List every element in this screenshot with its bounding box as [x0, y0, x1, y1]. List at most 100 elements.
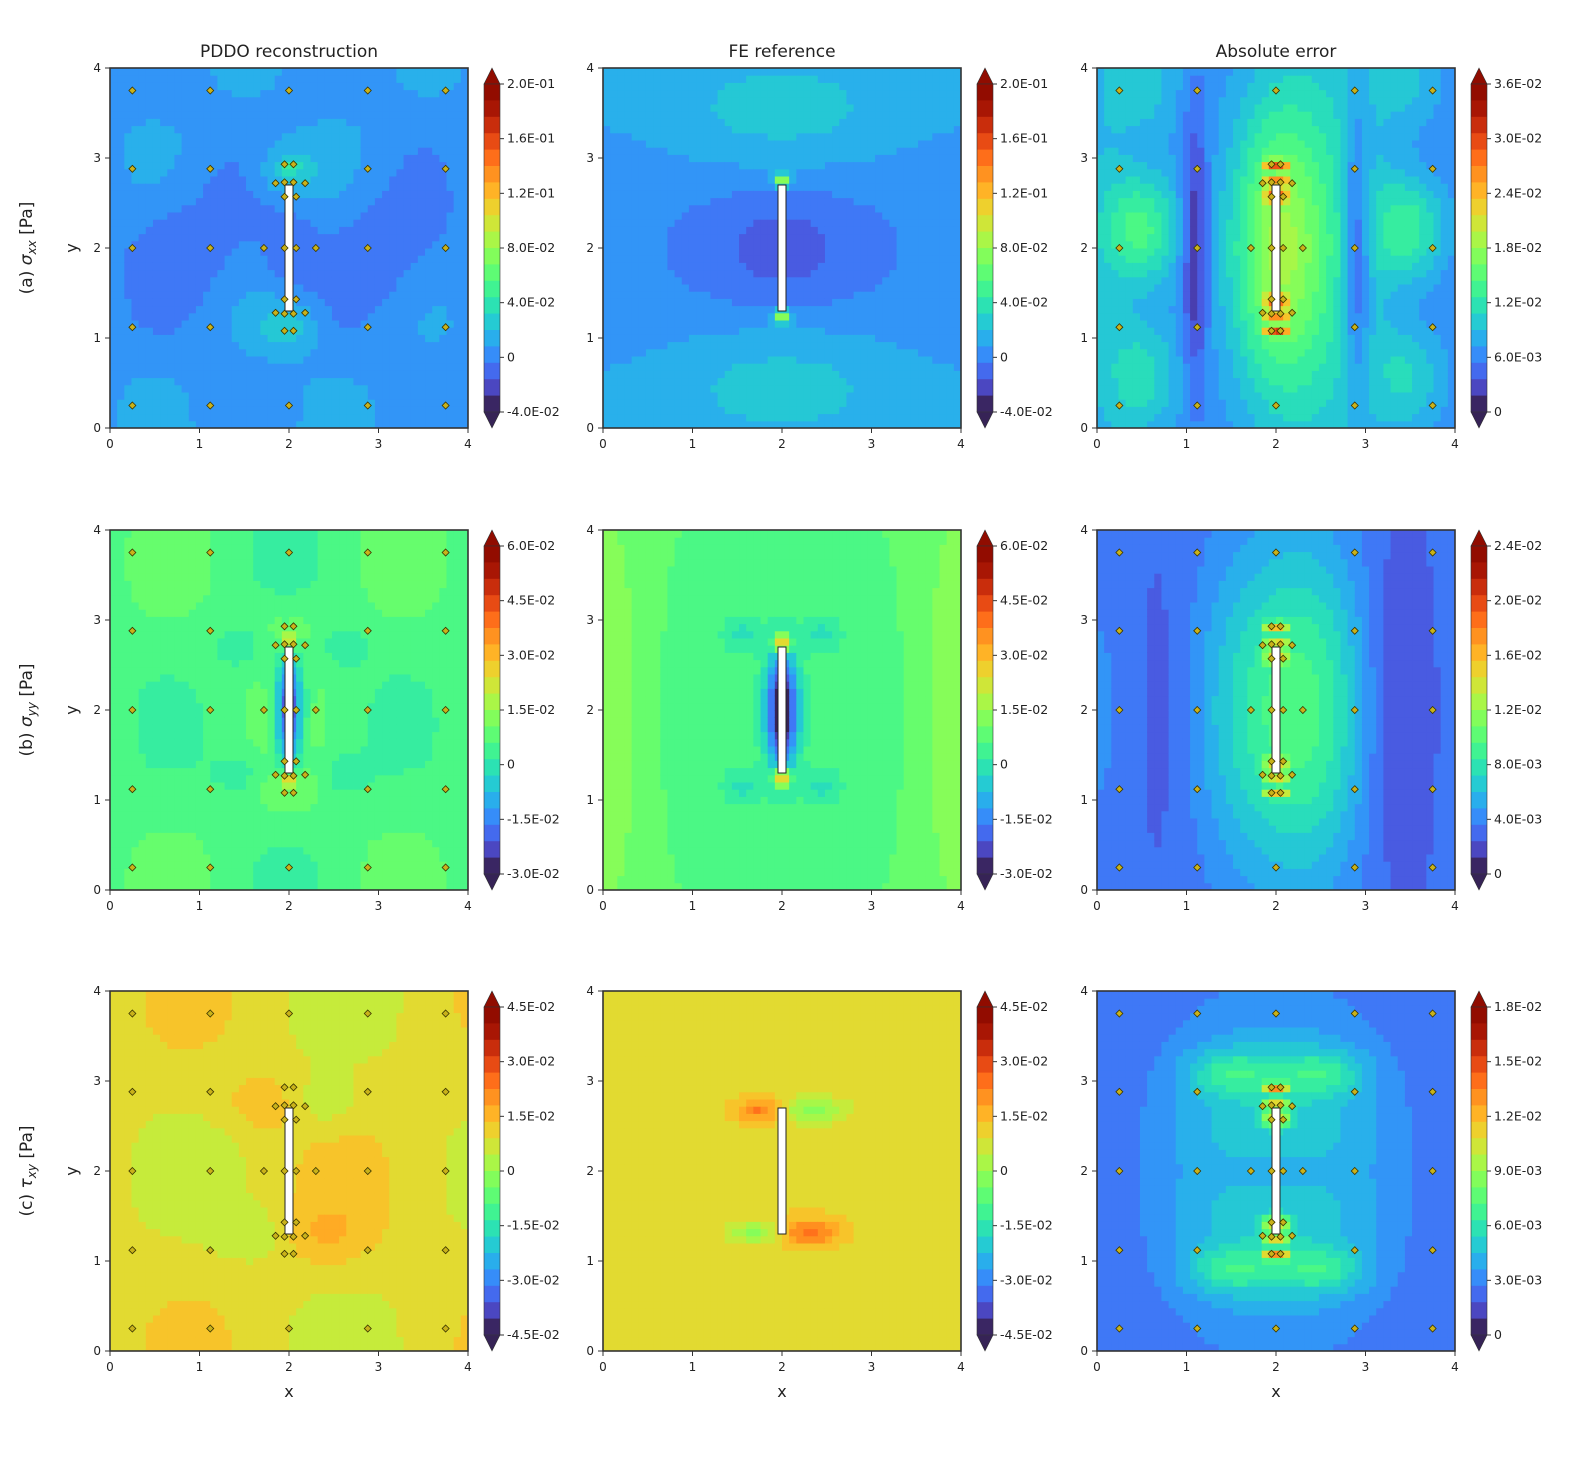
- heatmap-cell: [260, 255, 268, 263]
- heatmap-cell: [868, 90, 876, 98]
- heatmap-cell: [260, 183, 268, 191]
- heatmap-cell: [653, 298, 661, 306]
- heatmap-cell: [353, 154, 361, 162]
- heatmap-cell: [167, 126, 175, 134]
- heatmap-cell: [875, 205, 883, 213]
- heatmap-cell: [332, 370, 340, 378]
- heatmap-cell: [682, 298, 690, 306]
- heatmap-cell: [940, 262, 948, 270]
- heatmap-cell: [160, 349, 168, 357]
- heatmap-cell: [153, 111, 161, 119]
- heatmap-cell: [332, 205, 340, 213]
- heatmap-cell: [332, 262, 340, 270]
- heatmap-cell: [854, 234, 862, 242]
- heatmap-cell: [904, 284, 912, 292]
- heatmap-cell: [432, 255, 440, 263]
- x-tick-label: 2: [285, 437, 293, 451]
- heatmap-cell: [746, 183, 754, 191]
- heatmap-cell: [732, 219, 740, 227]
- heatmap-cell: [117, 306, 125, 314]
- heatmap-cell: [746, 370, 754, 378]
- heatmap-cell: [725, 313, 733, 321]
- heatmap-cell: [796, 277, 804, 285]
- heatmap-cell: [210, 334, 218, 342]
- heatmap-cell: [911, 378, 919, 386]
- heatmap-cell: [696, 234, 704, 242]
- heatmap-cell: [639, 320, 647, 328]
- heatmap-cell: [732, 399, 740, 407]
- heatmap-cell: [932, 356, 940, 364]
- heatmap-cell: [918, 154, 926, 162]
- heatmap-cell: [718, 262, 726, 270]
- heatmap-cell: [282, 75, 290, 83]
- heatmap-cell: [667, 277, 675, 285]
- heatmap-cell: [818, 190, 826, 198]
- heatmap-cell: [710, 298, 718, 306]
- heatmap-cell: [775, 406, 783, 414]
- heatmap-cell: [425, 248, 433, 256]
- heatmap-cell: [389, 342, 397, 350]
- heatmap-cell: [368, 385, 376, 393]
- heatmap-cell: [217, 298, 225, 306]
- heatmap-cell: [675, 190, 683, 198]
- heatmap-cell: [325, 370, 333, 378]
- heatmap-cell: [897, 349, 905, 357]
- heatmap-cell: [940, 370, 948, 378]
- heatmap-cell: [189, 190, 197, 198]
- heatmap-cell: [246, 306, 254, 314]
- heatmap-cell: [718, 284, 726, 292]
- heatmap-cell: [803, 291, 811, 299]
- heatmap-cell: [739, 111, 747, 119]
- heatmap-cell: [296, 75, 304, 83]
- heatmap-cell: [389, 262, 397, 270]
- heatmap-cell: [861, 198, 869, 206]
- heatmap-cell: [217, 97, 225, 105]
- heatmap-cell: [425, 162, 433, 170]
- heatmap-cell: [653, 306, 661, 314]
- heatmap-cell: [639, 190, 647, 198]
- heatmap-cell: [718, 385, 726, 393]
- heatmap-cell: [425, 219, 433, 227]
- heatmap-cell: [275, 378, 283, 386]
- heatmap-cell: [925, 133, 933, 141]
- heatmap-cell: [447, 226, 455, 234]
- heatmap-cell: [396, 399, 404, 407]
- heatmap-cell: [425, 190, 433, 198]
- heatmap-cell: [610, 190, 618, 198]
- heatmap-cell: [139, 111, 147, 119]
- heatmap-cell: [846, 342, 854, 350]
- heatmap-cell: [718, 126, 726, 134]
- heatmap-cell: [124, 334, 132, 342]
- heatmap-cell: [632, 291, 640, 299]
- heatmap-cell: [110, 234, 118, 242]
- heatmap-cell: [447, 118, 455, 126]
- heatmap-cell: [447, 370, 455, 378]
- heatmap-cell: [854, 378, 862, 386]
- heatmap-cell: [268, 399, 276, 407]
- heatmap-cell: [811, 262, 819, 270]
- heatmap-cell: [189, 205, 197, 213]
- heatmap-cell: [160, 234, 168, 242]
- heatmap-cell: [696, 219, 704, 227]
- heatmap-cell: [146, 205, 154, 213]
- heatmap-cell: [775, 82, 783, 90]
- heatmap-cell: [275, 212, 283, 220]
- heatmap-cell: [796, 392, 804, 400]
- heatmap-cell: [189, 406, 197, 414]
- heatmap-cell: [746, 97, 754, 105]
- heatmap-cell: [425, 104, 433, 112]
- heatmap-cell: [174, 255, 182, 263]
- heatmap-cell: [682, 219, 690, 227]
- heatmap-cell: [610, 75, 618, 83]
- heatmap-cell: [174, 385, 182, 393]
- heatmap-cell: [875, 298, 883, 306]
- heatmap-cell: [861, 306, 869, 314]
- heatmap-cell: [411, 378, 419, 386]
- heatmap-cell: [710, 270, 718, 278]
- heatmap-cell: [117, 133, 125, 141]
- heatmap-cell: [174, 75, 182, 83]
- heatmap-cell: [232, 118, 240, 126]
- heatmap-cell: [153, 82, 161, 90]
- heatmap-cell: [160, 212, 168, 220]
- heatmap-cell: [768, 97, 776, 105]
